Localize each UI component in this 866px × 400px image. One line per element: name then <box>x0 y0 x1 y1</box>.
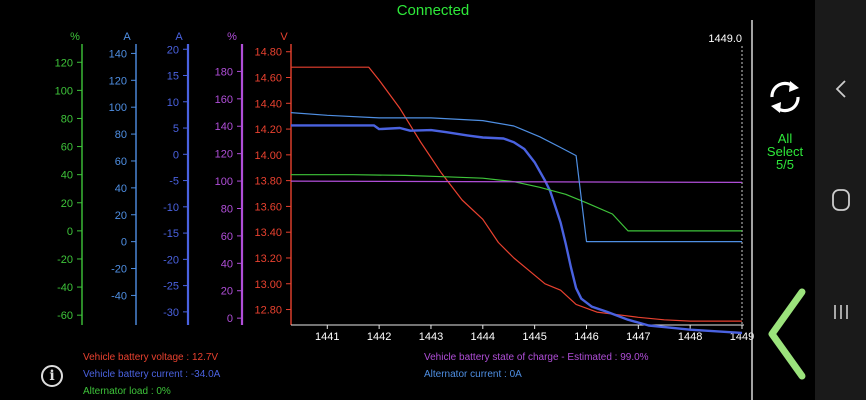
axis-tick-label: 14.60 <box>254 73 282 85</box>
axis-tick-label: 100 <box>109 102 127 114</box>
series-line-4 <box>290 112 742 243</box>
axis-tick-label: -30 <box>163 307 179 319</box>
axis-tick-label: 13.40 <box>254 227 282 239</box>
axis-tick-label: -20 <box>57 254 73 266</box>
axis-tick-label: 20 <box>167 44 179 56</box>
axis-tick-label: 20 <box>221 286 233 298</box>
axis-tick-label: 14.80 <box>254 47 282 59</box>
axis-tick-label: 180 <box>215 66 233 78</box>
x-tick-label: 1441 <box>315 331 339 343</box>
connection-status: Connected <box>396 2 470 19</box>
axis-tick-label: 40 <box>115 183 127 195</box>
axis-tick-label: 0 <box>67 226 73 238</box>
series-line-1 <box>291 124 743 335</box>
axis-tick-label: 14.00 <box>254 150 282 162</box>
axis-tick-label: 160 <box>215 94 233 106</box>
back-icon[interactable] <box>827 75 855 103</box>
series-line-2 <box>291 174 742 232</box>
axis-tick-label: 100 <box>55 85 73 97</box>
axis-tick-label: 14.20 <box>254 124 282 136</box>
axis-unit-1: A <box>123 31 131 43</box>
axis-tick-label: -10 <box>163 202 179 214</box>
axis-tick-label: -15 <box>163 228 179 240</box>
series-line-3 <box>290 180 743 183</box>
home-icon[interactable] <box>827 186 855 214</box>
recents-icon[interactable] <box>827 298 855 326</box>
x-tick-label: 1444 <box>471 331 495 343</box>
x-tick-label: 1447 <box>626 331 650 343</box>
axis-unit-0: % <box>70 31 80 43</box>
axis-tick-label: 13.80 <box>254 176 282 188</box>
axis-tick-label: 140 <box>215 121 233 133</box>
x-tick-label: 1443 <box>419 331 443 343</box>
navigation-bar <box>815 0 866 400</box>
axis-unit-4: V <box>280 31 288 43</box>
axis-tick-label: 10 <box>167 97 179 109</box>
x-tick-label: 1442 <box>367 331 391 343</box>
axis-tick-label: 20 <box>61 198 73 210</box>
axis-tick-label: 120 <box>109 75 127 87</box>
axis-unit-2: A <box>175 31 183 43</box>
info-icon[interactable]: i <box>41 365 63 387</box>
axis-tick-label: 60 <box>115 156 127 168</box>
series-line-0 <box>291 66 742 322</box>
axis-tick-label: 13.60 <box>254 201 282 213</box>
select-count: 5/5 <box>775 157 795 172</box>
x-tick-label: 1445 <box>522 331 546 343</box>
axis-tick-label: 60 <box>221 231 233 243</box>
axis-tick-label: 100 <box>215 176 233 188</box>
select-label-line1: All <box>777 131 793 146</box>
axis-tick-label: 15 <box>167 71 179 83</box>
axis-tick-label: -60 <box>57 310 73 322</box>
cursor-value: 1449.0 <box>708 33 742 45</box>
axis-tick-label: 0 <box>227 313 233 325</box>
select-button[interactable]: All Select 5/5 <box>756 132 814 171</box>
axis-tick-label: -20 <box>163 254 179 266</box>
select-label-line2: Select <box>766 144 804 159</box>
axis-tick-label: 0 <box>173 149 179 161</box>
axis-tick-label: 80 <box>115 129 127 141</box>
side-panel: All Select 5/5 <box>756 20 814 400</box>
axis-tick-label: -5 <box>169 176 179 188</box>
chevron-left-icon[interactable] <box>764 286 808 382</box>
axis-tick-label: 12.80 <box>254 305 282 317</box>
axis-tick-label: 60 <box>61 142 73 154</box>
x-tick-label: 1448 <box>678 331 702 343</box>
axis-tick-label: 120 <box>215 149 233 161</box>
axis-tick-label: -40 <box>111 290 127 302</box>
axis-tick-label: 0 <box>121 237 127 249</box>
refresh-icon[interactable] <box>764 76 806 118</box>
axis-unit-3: % <box>227 31 237 43</box>
axis-tick-label: 40 <box>221 258 233 270</box>
axis-tick-label: -40 <box>57 282 73 294</box>
axis-tick-label: 140 <box>109 48 127 60</box>
axis-tick-label: 13.20 <box>254 253 282 265</box>
axis-tick-label: 80 <box>221 203 233 215</box>
x-tick-label: 1449 <box>730 331 754 343</box>
axis-tick-label: 20 <box>115 210 127 222</box>
axis-tick-label: 14.40 <box>254 98 282 110</box>
axis-tick-label: 5 <box>173 123 179 135</box>
axis-tick-label: 80 <box>61 113 73 125</box>
axis-tick-label: 120 <box>55 57 73 69</box>
axis-tick-label: 40 <box>61 170 73 182</box>
x-tick-label: 1446 <box>574 331 598 343</box>
axis-tick-label: -25 <box>163 281 179 293</box>
axis-tick-label: -20 <box>111 264 127 276</box>
axis-tick-label: 13.00 <box>254 279 282 291</box>
